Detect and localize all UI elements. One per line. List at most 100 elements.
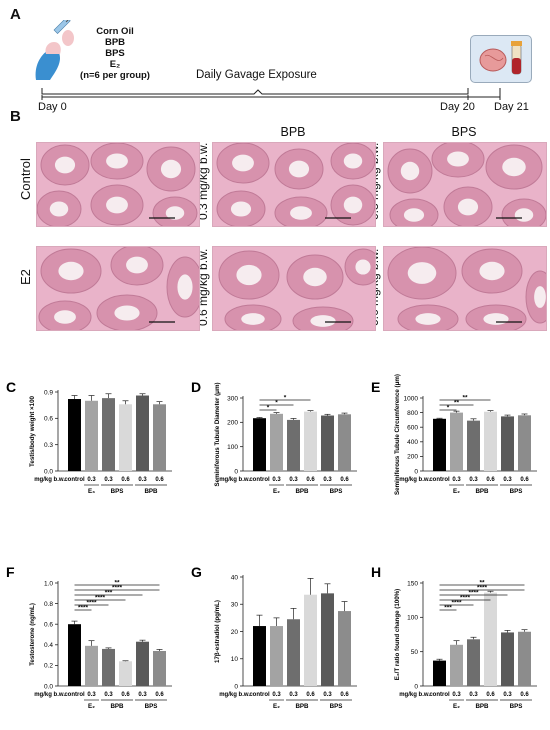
group-label: BPB [475, 703, 489, 710]
x-tick-label: 0.6 [306, 692, 315, 698]
y-tick-label: 1.0 [44, 580, 53, 587]
y-tick-label: 50 [411, 649, 419, 656]
significance-label: * [267, 405, 270, 412]
significance-label: * [284, 395, 287, 402]
micrograph-control [36, 142, 200, 227]
treatment-item: BPB [104, 37, 126, 48]
testis-blood-icon [470, 35, 532, 83]
x-tick-label: 0.3 [289, 477, 298, 483]
x-tick-label: 0.6 [486, 477, 495, 483]
significance-label: **** [78, 605, 89, 612]
y-tick-label: 0.6 [44, 622, 53, 629]
significance-label: **** [468, 590, 479, 597]
chart-h: H E₂/T ratio found change (100%) 0 50 100 150… [365, 564, 550, 730]
y-tick-label: 100 [407, 615, 418, 622]
panel-label-c: C [6, 379, 16, 395]
y-tick-label: 400 [407, 439, 418, 446]
y-axis-title: Seminiferous Tubule Circumference (μm) [394, 374, 401, 495]
group-label: BPB [295, 703, 309, 710]
x-tick-label: 0.3 [289, 692, 298, 698]
micrograph-bpb-low [212, 142, 376, 227]
bar [119, 404, 132, 471]
y-axis-title: Seminiferous Tubule Diameter (μm) [214, 382, 221, 486]
significance-label: **** [86, 600, 97, 607]
group-label: BPB [144, 488, 158, 495]
significance-label: **** [451, 600, 462, 607]
significance-label: **** [95, 595, 106, 602]
micrograph-e2 [36, 246, 200, 331]
panel-label-g: G [191, 564, 202, 580]
x-axis-prefix: mg/kg b.w. [399, 692, 430, 698]
bar [68, 624, 81, 686]
treatment-item: (n=6 per group) [80, 70, 150, 81]
significance-label: *** [105, 590, 113, 597]
bar [338, 611, 351, 686]
y-tick-label: 10 [231, 656, 239, 663]
y-tick-label: 40 [231, 574, 239, 581]
y-tick-label: 100 [227, 444, 238, 451]
x-axis-prefix: mg/kg b.w. [399, 477, 430, 483]
group-label: E₂ [273, 703, 280, 710]
group-label: BPS [111, 488, 124, 495]
bar [153, 404, 166, 471]
significance-label: * [447, 405, 450, 412]
x-tick-label: 0.3 [104, 477, 113, 483]
x-tick-label: control [249, 692, 270, 698]
y-axis-title: Testis/body weight ×100 [29, 395, 36, 466]
x-axis-prefix: mg/kg b.w. [34, 692, 65, 698]
x-tick-label: 0.6 [486, 692, 495, 698]
column-header-bps: BPS [451, 125, 477, 139]
y-tick-label: 0.6 [44, 416, 53, 423]
group-label: E₃ [88, 488, 95, 495]
bar [68, 399, 81, 471]
bar [467, 420, 480, 471]
syringe-mouse-icon [30, 11, 78, 82]
bar [304, 594, 317, 686]
x-tick-label: 0.3 [323, 477, 332, 483]
significance-label: ** [454, 400, 460, 407]
y-tick-label: 0.3 [44, 442, 53, 449]
y-tick-label: 200 [227, 420, 238, 427]
bar [119, 661, 132, 686]
y-tick-label: 0.4 [44, 642, 53, 649]
timepoint-day20: Day 20 [440, 101, 475, 113]
y-tick-label: 800 [407, 410, 418, 417]
y-axis-title: Testosterone (ng/mL) [29, 603, 36, 666]
group-label: BPB [110, 703, 124, 710]
x-tick-label: control [64, 477, 85, 483]
x-tick-label: 0.3 [87, 477, 96, 483]
bar [433, 660, 446, 686]
x-axis-prefix: mg/kg b.w. [34, 477, 65, 483]
y-tick-label: 600 [407, 425, 418, 432]
x-tick-label: 0.6 [121, 477, 130, 483]
exposure-label: Daily Gavage Exposure [196, 69, 317, 81]
panel-label-a: A [10, 6, 21, 23]
x-tick-label: 0.3 [87, 692, 96, 698]
x-tick-label: 0.3 [452, 477, 461, 483]
bar [136, 395, 149, 471]
group-label: E₂ [453, 488, 460, 495]
bar [450, 644, 463, 686]
significance-label: *** [444, 605, 452, 612]
bar [153, 650, 166, 686]
x-tick-label: 0.3 [272, 477, 281, 483]
x-tick-label: 0.3 [469, 477, 478, 483]
bar [484, 592, 497, 686]
bar [433, 418, 446, 471]
bar [484, 411, 497, 471]
x-tick-label: 0.3 [138, 692, 147, 698]
bar [338, 414, 351, 471]
panel-label-h: H [371, 564, 381, 580]
significance-label: **** [477, 585, 488, 592]
y-tick-label: 0 [414, 468, 418, 475]
x-axis-prefix: mg/kg b.w. [219, 477, 250, 483]
y-tick-label: 0 [414, 683, 418, 690]
significance-label: **** [460, 595, 471, 602]
group-label: BPS [510, 488, 523, 495]
x-tick-label: control [429, 692, 450, 698]
significance-label: **** [112, 585, 123, 592]
x-tick-label: 0.3 [104, 692, 113, 698]
treatment-item: Corn Oil [96, 26, 134, 37]
y-tick-label: 200 [407, 454, 418, 461]
x-tick-label: 0.6 [340, 477, 349, 483]
